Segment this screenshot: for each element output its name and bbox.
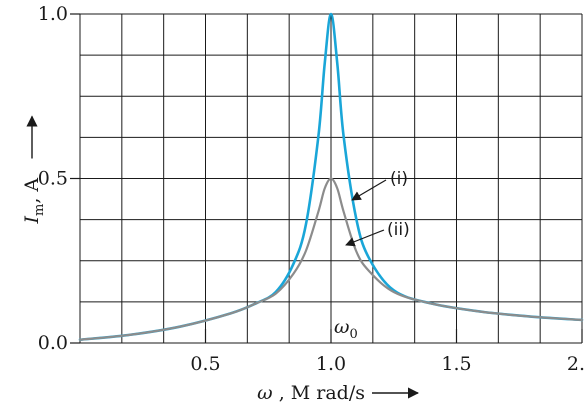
y-axis-label: Im, A <box>21 178 47 225</box>
series-label-ii: (ii) <box>387 220 410 240</box>
x-tick-label: 2.0 <box>567 353 586 375</box>
y-tick-label: 0.5 <box>38 168 68 190</box>
x-tick-label: 1.0 <box>316 353 346 375</box>
series-label-ii-pointer <box>345 229 385 247</box>
x-tick-label: 1.5 <box>441 353 471 375</box>
labels: 0.0 0.5 1.0 0.5 1.0 1.5 2.0 Im, A ω , M rad/s ω0 (… <box>21 3 586 404</box>
series-line-ii <box>78 177 584 341</box>
omega-0-label: ω0 <box>334 316 358 342</box>
series-label-i: (i) <box>390 169 408 189</box>
x-tick-label: 0.5 <box>190 353 220 375</box>
curves <box>78 12 584 342</box>
y-tick-label: 0.0 <box>38 332 68 354</box>
series-label-i-pointer <box>351 179 387 201</box>
y-tick-label: 1.0 <box>38 3 68 25</box>
x-axis-label: ω , M rad/s <box>257 382 365 404</box>
axes <box>26 13 583 399</box>
